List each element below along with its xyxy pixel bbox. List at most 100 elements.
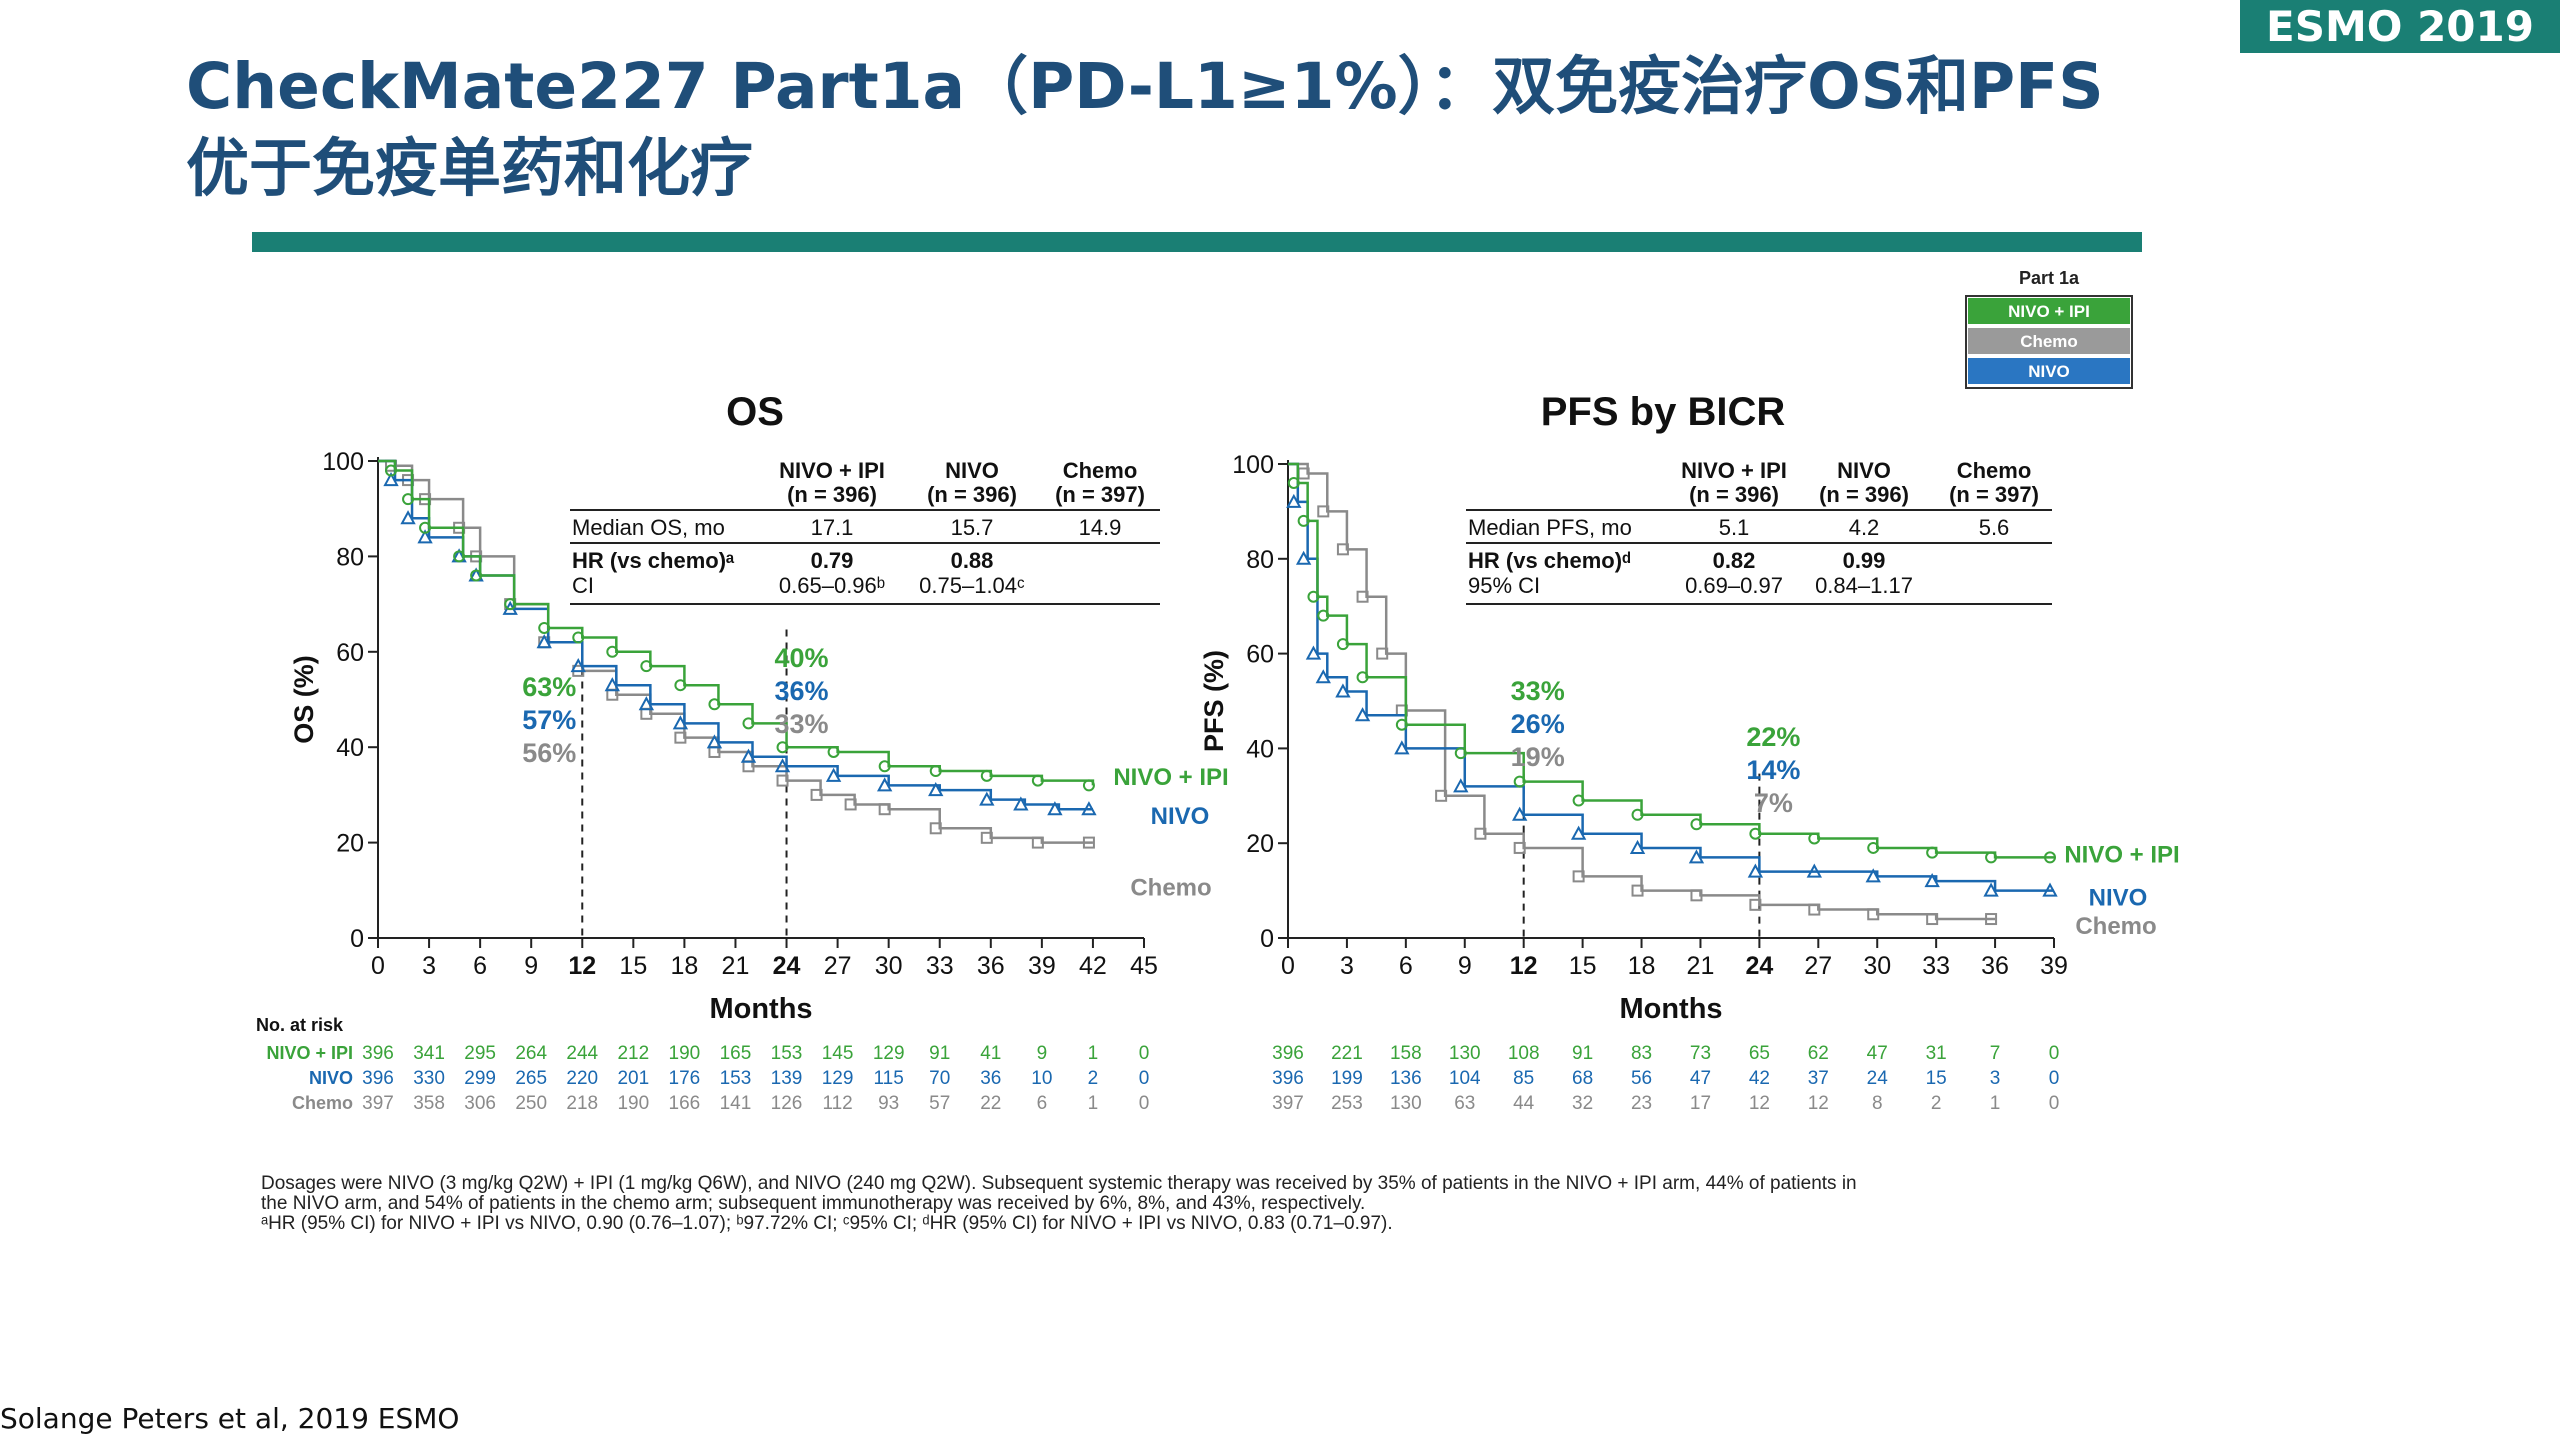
censor-marker [1336, 638, 1349, 651]
at-risk-value: 341 [413, 1043, 445, 1064]
table-col-header: Chemo [1957, 458, 2032, 483]
at-risk-value: 0 [1139, 1068, 1150, 1089]
curve-nivo [378, 459, 1093, 811]
table-cell: 14.9 [1079, 515, 1122, 540]
curve-label: NIVO + IPI [2064, 842, 2179, 869]
x-tick-label: 45 [1130, 952, 1158, 980]
censor-marker [536, 634, 552, 649]
at-risk-value: 37 [1808, 1068, 1829, 1089]
x-tick-label: 24 [773, 952, 801, 980]
curve-nivo [1288, 462, 2054, 892]
y-tick-label: 100 [322, 448, 364, 476]
y-tick-label: 0 [1260, 925, 1274, 953]
at-risk-value: 221 [1331, 1043, 1363, 1064]
at-risk-value: 12 [1749, 1093, 1770, 1114]
at-risk-value: 1 [1088, 1093, 1099, 1114]
at-risk-value: 32 [1572, 1093, 1593, 1114]
censor-marker [1317, 505, 1330, 518]
legend-swatch [1968, 298, 2130, 324]
table-row-label: Median PFS, mo [1468, 515, 1632, 540]
censor-marker [1985, 913, 1998, 926]
title-divider [252, 232, 2142, 252]
at-risk-value: 63 [1454, 1093, 1475, 1114]
at-risk-row-label: NIVO [309, 1068, 353, 1088]
censor-marker [1629, 839, 1646, 854]
table-row-label: CI [572, 573, 594, 598]
table-col-subheader: (n = 396) [1689, 482, 1779, 507]
curve-label: NIVO + IPI [1113, 764, 1228, 791]
censor-marker [1631, 808, 1644, 821]
y-tick-label: 60 [1246, 641, 1274, 669]
censor-marker [1985, 851, 1998, 864]
censor-marker [1808, 903, 1821, 916]
censor-marker [1013, 796, 1029, 811]
x-tick-label: 12 [1510, 952, 1538, 980]
at-risk-row-label: NIVO + IPI [266, 1043, 353, 1063]
at-risk-value: 47 [1690, 1068, 1711, 1089]
at-risk-row-label: Chemo [292, 1093, 353, 1113]
censor-marker [1512, 806, 1528, 821]
censor-marker [1570, 825, 1587, 840]
at-risk-value: 396 [1272, 1068, 1304, 1089]
censor-marker [1395, 718, 1408, 731]
at-risk-value: 218 [566, 1093, 598, 1114]
at-risk-value: 56 [1631, 1068, 1652, 1089]
censor-marker [1474, 827, 1487, 840]
slide-title: CheckMate227 Part1a（PD-L1≥1%）：双免疫治疗OS和PF… [186, 50, 2104, 205]
censor-marker [1315, 669, 1331, 684]
at-risk-value: 199 [1331, 1068, 1363, 1089]
at-risk-value: 165 [720, 1043, 752, 1064]
censor-marker [1572, 870, 1585, 883]
summary-table: NIVO + IPI(n = 396)NIVO(n = 396)Chemo(n … [570, 458, 1160, 605]
table-cell: 0.84–1.17 [1815, 573, 1913, 598]
table-row-label: HR (vs chemo)ᵈ [1468, 548, 1631, 573]
curve-label: NIVO [1151, 803, 1210, 830]
at-risk-value: 1 [1990, 1093, 2001, 1114]
at-risk-value: 397 [362, 1093, 394, 1114]
x-tick-label: 33 [1922, 952, 1950, 980]
landmark-label: 33% [775, 709, 829, 739]
table-cell: 17.1 [811, 515, 854, 540]
legend-label: NIVO + IPI [2008, 302, 2090, 321]
at-risk-value: 22 [980, 1093, 1001, 1114]
at-risk-value: 0 [2049, 1093, 2060, 1114]
at-risk-value: 44 [1513, 1093, 1535, 1114]
censor-marker [1287, 476, 1300, 489]
at-risk-value: 295 [464, 1043, 496, 1064]
curve-chemo [378, 459, 1093, 844]
x-tick-label: 36 [1981, 952, 2009, 980]
at-risk-value: 104 [1449, 1068, 1481, 1089]
censor-marker [674, 679, 687, 692]
x-tick-label: 18 [670, 952, 698, 980]
table-cell: 0.82 [1713, 548, 1756, 573]
censor-marker [742, 717, 755, 730]
y-tick-label: 80 [336, 543, 364, 571]
landmark-label: 36% [775, 676, 829, 706]
summary-table: NIVO + IPI(n = 396)NIVO(n = 396)Chemo(n … [1466, 458, 2052, 605]
censor-marker [638, 696, 655, 711]
censor-marker [1865, 868, 1881, 883]
landmark-label: 40% [775, 643, 829, 673]
x-tick-label: 30 [875, 952, 903, 980]
at-risk-value: 12 [1808, 1093, 1829, 1114]
censor-marker [417, 529, 433, 544]
at-risk-value: 201 [617, 1068, 649, 1089]
legend-label: Chemo [2020, 332, 2078, 351]
at-risk-value: 115 [874, 1068, 904, 1089]
footnote-line: Dosages were NIVO (3 mg/kg Q2W) + IPI (1… [261, 1173, 1857, 1194]
landmark-label: 56% [522, 738, 576, 768]
at-risk-value: 153 [771, 1043, 803, 1064]
table-col-header: NIVO [945, 458, 999, 483]
table-cell: 0.69–0.97 [1685, 573, 1783, 598]
at-risk-value: 306 [464, 1093, 496, 1114]
censor-marker [1081, 801, 1097, 816]
y-axis-label: PFS (%) [1199, 650, 1229, 752]
censor-marker [1354, 707, 1371, 722]
legend-swatch [1968, 358, 2130, 384]
at-risk-value: 62 [1808, 1043, 1829, 1064]
censor-marker [929, 765, 942, 778]
at-risk-value: 396 [1272, 1043, 1304, 1064]
